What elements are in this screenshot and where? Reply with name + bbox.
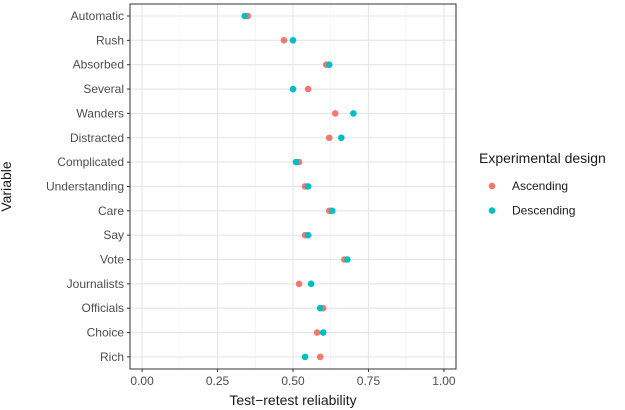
x-tick-label: 1.00 <box>432 374 456 388</box>
y-tick-label: Absorbed <box>73 58 124 72</box>
data-point-descending <box>316 304 324 312</box>
y-tick-label: Vote <box>100 253 124 267</box>
data-point-descending <box>301 353 309 361</box>
data-point-descending <box>304 231 312 239</box>
data-point-ascending <box>304 85 312 93</box>
y-tick-label: Complicated <box>57 155 124 169</box>
data-point-ascending <box>331 110 339 117</box>
data-point-descending <box>307 280 315 288</box>
x-tick-label: 0.00 <box>130 374 154 388</box>
y-tick-label: Wanders <box>76 106 124 120</box>
x-axis: 0.00 0.25 0.50 0.75 1.00 <box>130 369 456 388</box>
y-tick-label: Officials <box>82 301 124 315</box>
data-point-descending <box>304 183 312 190</box>
data-point-ascending <box>313 329 321 336</box>
data-point-descending <box>325 61 333 68</box>
y-tick-label: Automatic <box>71 9 124 23</box>
legend-label-ascending: Ascending <box>512 179 568 193</box>
legend-title: Experimental design <box>479 150 606 166</box>
x-tick-label: 0.75 <box>357 374 381 388</box>
data-point-descending <box>292 158 300 166</box>
y-axis-title: Variable <box>0 161 14 212</box>
y-tick-label: Several <box>83 82 124 96</box>
y-axis: Automatic Rush Absorbed Several Wanders Distr… <box>46 9 130 364</box>
y-tick-label: Rich <box>100 350 124 364</box>
x-axis-title: Test−retest reliability <box>229 392 356 408</box>
data-point-descending <box>328 207 336 215</box>
grid-layer <box>130 4 456 369</box>
data-point-descending <box>241 12 249 20</box>
data-point-descending <box>289 37 297 44</box>
y-tick-label: Care <box>98 204 124 218</box>
legend-label-descending: Descending <box>512 204 575 218</box>
points-layer <box>241 12 357 361</box>
y-tick-label: Choice <box>87 326 125 340</box>
y-tick-label: Say <box>103 228 124 242</box>
x-tick-label: 0.50 <box>281 374 305 388</box>
data-point-descending <box>337 134 345 142</box>
y-tick-label: Distracted <box>70 131 124 145</box>
data-point-descending <box>319 329 327 336</box>
data-point-ascending <box>316 353 324 361</box>
data-point-ascending <box>280 37 288 44</box>
legend: Experimental design Ascending Descending <box>479 150 606 218</box>
legend-key-descending <box>488 207 496 214</box>
legend-key-ascending <box>488 182 496 190</box>
data-point-descending <box>344 256 351 263</box>
y-tick-label: Rush <box>96 33 124 47</box>
data-point-descending <box>350 110 357 117</box>
data-point-descending <box>289 85 297 93</box>
data-point-ascending <box>295 280 303 288</box>
y-tick-label: Understanding <box>46 179 124 193</box>
y-tick-label: Journalists <box>67 277 124 291</box>
x-tick-label: 0.25 <box>206 374 230 388</box>
data-point-ascending <box>325 134 333 142</box>
